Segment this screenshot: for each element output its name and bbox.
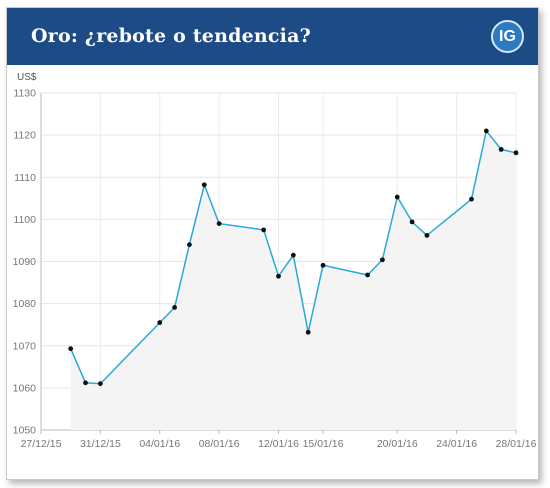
price-line xyxy=(70,129,517,385)
x-tick-label: 27/12/15 xyxy=(21,438,62,450)
data-point xyxy=(513,150,519,156)
x-tick-label: 20/01/16 xyxy=(377,438,418,450)
data-point xyxy=(157,320,163,325)
x-tick-label: 04/01/16 xyxy=(139,438,180,450)
x-tick-label: 08/01/16 xyxy=(199,438,240,450)
y-tick-label: 1110 xyxy=(14,172,36,184)
y-tick-label: 1100 xyxy=(13,214,36,226)
chart-header: Oro: ¿rebote o tendencia? IG xyxy=(7,8,538,65)
data-point xyxy=(216,221,222,226)
chart-title: Oro: ¿rebote o tendencia? xyxy=(31,25,311,47)
x-tick-label: 28/01/16 xyxy=(496,438,537,450)
data-point xyxy=(97,381,103,387)
y-tick-label: 1130 xyxy=(13,88,36,100)
data-point xyxy=(290,252,296,258)
ig-logo: IG xyxy=(491,20,524,53)
y-axis-unit-label: US$ xyxy=(17,72,37,83)
data-point xyxy=(187,242,192,248)
y-axis-ticks: 1050 1060 1070 1080 1090 1100 1110 1120 1130 xyxy=(13,88,37,437)
data-point xyxy=(394,194,400,200)
data-point xyxy=(365,272,370,278)
data-point xyxy=(276,273,281,279)
data-point xyxy=(305,329,311,335)
chart-card: Oro: ¿rebote o tendencia? IG US$ 1050 106… xyxy=(6,7,539,480)
y-tick-label: 1050 xyxy=(13,425,37,437)
x-tick-label: 12/01/16 xyxy=(258,438,299,450)
data-point xyxy=(261,227,267,233)
data-point xyxy=(483,128,489,134)
data-point xyxy=(380,257,385,263)
data-point xyxy=(172,305,177,310)
y-tick-label: 1070 xyxy=(13,340,37,352)
data-point xyxy=(409,219,415,225)
x-axis-ticks: 27/12/15 31/12/15 04/01/16 08/01/16 12/01/16… xyxy=(21,430,537,450)
line-chart: US$ 1050 1060 1070 1080 1090 1100 1110 1120 1130… xyxy=(13,72,537,450)
y-tick-label: 1120 xyxy=(13,130,36,142)
data-point xyxy=(320,262,326,268)
area-fill xyxy=(70,130,516,430)
x-tick-label: 31/12/15 xyxy=(80,438,121,450)
data-point xyxy=(469,196,474,202)
data-points xyxy=(68,128,519,387)
data-point xyxy=(424,232,430,238)
y-tick-label: 1090 xyxy=(13,256,37,268)
y-tick-label: 1080 xyxy=(13,298,37,310)
data-point xyxy=(68,346,74,352)
data-point xyxy=(201,182,207,188)
y-tick-label: 1060 xyxy=(13,382,37,394)
data-point xyxy=(83,380,88,386)
x-tick-label: 15/01/16 xyxy=(303,438,344,450)
data-point xyxy=(498,147,504,152)
x-tick-label: 24/01/16 xyxy=(436,438,477,450)
